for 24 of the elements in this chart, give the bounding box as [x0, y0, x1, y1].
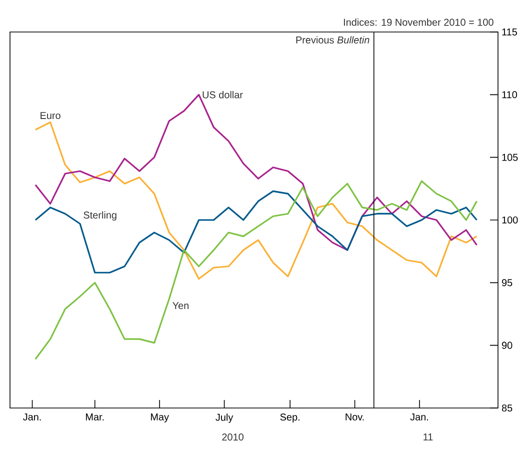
ref-line-label: Previous Bulletin — [296, 36, 370, 44]
series-label: Euro — [40, 112, 60, 120]
chart-title: Indices: 19 November 2010 = 100 — [344, 18, 494, 26]
text: 11 — [424, 434, 433, 440]
y-tick-label: 90 — [502, 342, 512, 349]
x-tick-label: July — [216, 414, 234, 423]
series-label: Sterling — [84, 211, 116, 221]
line-series — [34, 190, 478, 274]
y-tick-label: 85 — [502, 404, 512, 412]
text: 2010 — [222, 434, 244, 441]
y-tick-label: 115 — [502, 28, 517, 36]
x-tick-label: May — [150, 414, 169, 422]
y-tick-label: 110 — [502, 91, 518, 98]
x-tick-label: Nov. — [346, 414, 364, 420]
line-series — [34, 180, 478, 360]
y-tick-label: 105 — [502, 154, 518, 161]
y-tick-label: 95 — [502, 279, 512, 286]
y-tick-label: 100 — [502, 216, 518, 224]
x-tick-label: Sep. — [280, 414, 300, 423]
x-tick-label: Jan. — [410, 414, 428, 420]
series-label: Yen — [172, 302, 188, 310]
series-label: US dollar — [202, 91, 243, 98]
x-tick-label: Mar. — [86, 414, 104, 420]
x-tick-label: Jan. — [23, 414, 41, 420]
